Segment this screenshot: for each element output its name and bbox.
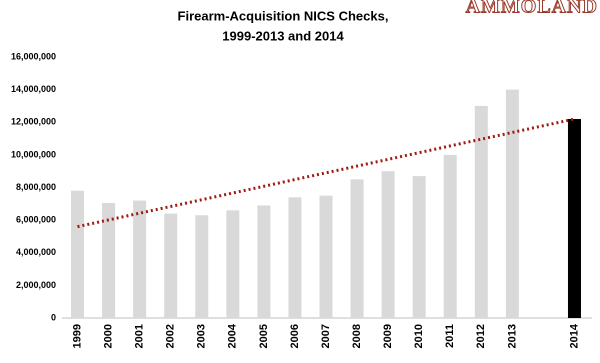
chart-title: Firearm-Acquisition NICS Checks,	[178, 8, 389, 23]
bar	[164, 213, 178, 318]
bar	[474, 105, 488, 318]
bar	[257, 205, 271, 318]
x-tick-label: 2013	[506, 324, 518, 348]
bar	[350, 179, 364, 318]
y-tick-label: 16,000,000	[11, 51, 56, 61]
x-tick-label: 2001	[134, 324, 146, 348]
x-tick-label: 2014	[568, 323, 580, 348]
x-tick-label: 2000	[102, 324, 114, 348]
x-tick-label: 2007	[320, 324, 332, 348]
bar	[412, 176, 426, 318]
x-tick-label: 2005	[258, 324, 270, 348]
chart-title: 1999-2013 and 2014	[222, 28, 344, 43]
bar	[71, 190, 85, 318]
x-tick-label: 2011	[444, 324, 456, 348]
bar	[226, 210, 240, 318]
x-tick-label: 2003	[196, 324, 208, 348]
x-tick-label: 2008	[351, 324, 363, 348]
y-tick-label: 6,000,000	[16, 215, 56, 225]
x-tick-label: 2004	[227, 323, 239, 348]
bar	[288, 197, 302, 318]
y-tick-label: 2,000,000	[16, 280, 56, 290]
y-tick-label: 4,000,000	[16, 247, 56, 257]
bar	[195, 215, 209, 318]
x-tick-label: 2009	[382, 324, 394, 348]
bar	[505, 89, 519, 318]
watermark: AMMOLAND	[466, 0, 598, 18]
bar	[567, 118, 581, 318]
bar	[133, 200, 147, 318]
y-tick-label: 0	[51, 312, 56, 322]
y-tick-label: 12,000,000	[11, 117, 56, 127]
bar	[102, 202, 116, 318]
bar	[381, 171, 395, 318]
y-tick-label: 8,000,000	[16, 182, 56, 192]
x-tick-label: 2006	[289, 324, 301, 348]
x-tick-label: 1999	[71, 324, 83, 348]
bar	[319, 195, 333, 318]
y-tick-label: 14,000,000	[11, 84, 56, 94]
x-tick-label: 2010	[413, 324, 425, 348]
y-tick-label: 10,000,000	[11, 149, 56, 159]
x-tick-label: 2012	[475, 324, 487, 348]
bar	[443, 154, 457, 318]
x-tick-label: 2002	[165, 324, 177, 348]
